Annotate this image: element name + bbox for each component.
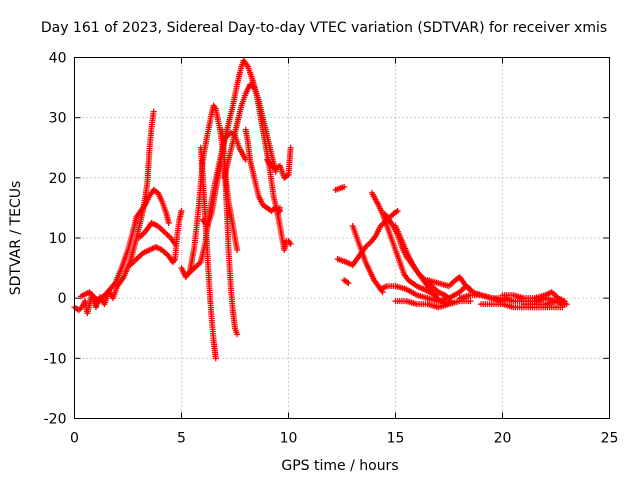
y-tick-label: 40	[49, 51, 67, 67]
data-point	[394, 207, 401, 214]
data-point	[467, 298, 474, 305]
x-tick-label: 5	[177, 431, 186, 447]
data-point	[276, 207, 283, 214]
series-track-b7	[274, 210, 294, 254]
x-tick-labels: 0 5 10 15 20 25	[70, 431, 618, 447]
series-track-d4	[377, 283, 474, 305]
x-tick-label: 15	[387, 431, 405, 447]
series-track-c1	[332, 183, 348, 193]
plot-frame	[74, 57, 610, 419]
series-track-b1	[178, 102, 241, 281]
x-tick-label: 10	[280, 431, 298, 447]
data-point	[559, 304, 566, 311]
x-tick-label: 20	[494, 431, 512, 447]
chart-title: Day 161 of 2023, Sidereal Day-to-day VTE…	[41, 20, 607, 36]
y-tick-label: 0	[58, 291, 67, 307]
data-point	[345, 280, 352, 287]
data-point	[172, 241, 179, 248]
series-track-a3	[127, 207, 185, 269]
series-track-a2	[77, 186, 172, 305]
series-track-dip1	[197, 144, 219, 362]
series-track-b5	[242, 126, 283, 214]
data-point	[341, 183, 348, 190]
data-point	[287, 241, 294, 248]
series-track-dip2	[219, 126, 241, 338]
y-axis-label: SDTVAR / TECUs	[8, 181, 24, 296]
series-track-b4	[221, 81, 279, 181]
grid-layer	[74, 57, 610, 419]
x-tick-label: 0	[70, 431, 79, 447]
series-track-d3	[392, 222, 455, 308]
y-tick-label: 30	[49, 111, 67, 127]
data-point	[234, 247, 241, 254]
data-point	[165, 219, 172, 226]
x-tick-label: 25	[601, 431, 619, 447]
y-tick-labels: -20 -10 0 10 20 30 40	[44, 51, 67, 428]
data-point	[287, 144, 294, 151]
series-layer	[71, 57, 570, 362]
x-axis-label: GPS time / hours	[281, 458, 398, 474]
series-track-b6	[264, 144, 294, 181]
y-tick-label: -20	[44, 412, 67, 428]
data-point	[563, 301, 570, 308]
series-track-c2	[334, 207, 401, 269]
y-tick-label: 20	[49, 171, 67, 187]
data-point	[150, 108, 157, 115]
data-point	[212, 355, 219, 362]
y-tick-label: -10	[44, 351, 67, 367]
data-point	[178, 207, 185, 214]
y-tick-label: 10	[49, 231, 67, 247]
series-track-e4	[520, 298, 570, 308]
data-point	[234, 331, 241, 338]
series-track-d5	[392, 298, 474, 311]
series-track-a4	[135, 219, 179, 248]
series-track-c3	[341, 277, 352, 287]
